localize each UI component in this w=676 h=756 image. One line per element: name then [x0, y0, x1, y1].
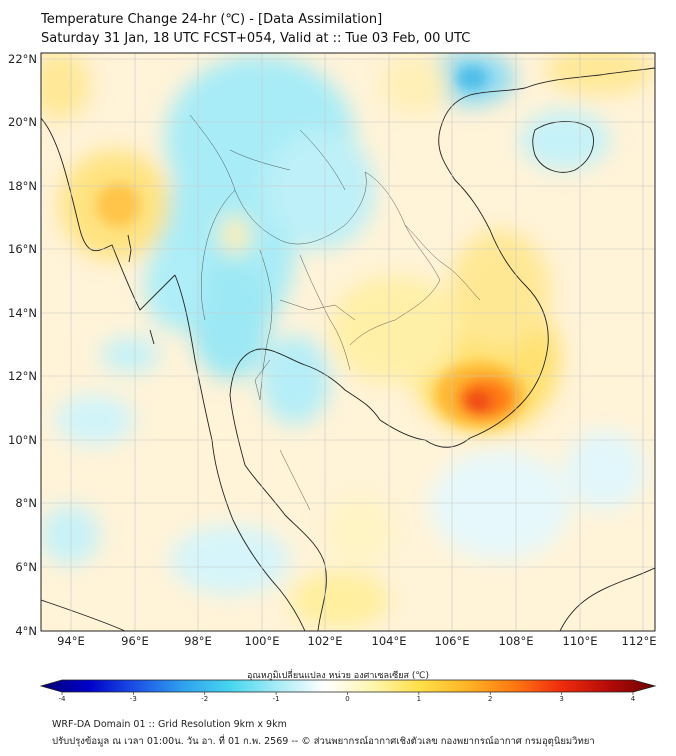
lon-label: 110°E: [563, 634, 598, 648]
colorbar-tick-label: 0: [345, 695, 349, 703]
map-frame: [40, 52, 656, 632]
admin-borders: [189, 114, 481, 511]
lon-label: 106°E: [435, 634, 470, 648]
lon-label: 102°E: [308, 634, 343, 648]
colorbar-tick-label: 4: [631, 695, 636, 703]
colorbar-tick-label: -1: [273, 695, 280, 703]
lon-label: 112°E: [622, 634, 657, 648]
lat-label: 6°N: [15, 560, 37, 574]
lat-label: 22°N: [8, 52, 37, 66]
temperature-field: [41, 53, 655, 631]
lat-label: 8°N: [15, 496, 37, 510]
colorbar-tick-label: -3: [130, 695, 137, 703]
lat-label: 14°N: [8, 306, 37, 320]
lat-label: 4°N: [15, 624, 37, 638]
map-title: Temperature Change 24-hr (℃) - [Data Ass…: [41, 12, 383, 27]
colorbar-label: อุณหภูมิเปลี่ยนแปลง หน่วย องศาเซลเซียส (…: [246, 671, 430, 681]
colorbar-tick-label: -4: [59, 695, 67, 703]
lat-label: 12°N: [8, 369, 37, 383]
lon-label: 94°E: [57, 634, 85, 648]
colorbar-tick-label: 2: [488, 695, 492, 703]
lon-label: 108°E: [499, 634, 534, 648]
lat-label: 18°N: [8, 179, 37, 193]
colorbar-tick-label: 1: [417, 695, 421, 703]
lat-label: 10°N: [8, 433, 37, 447]
lat-label: 20°N: [8, 115, 37, 129]
colorbar-ticks: -4 -3 -2 -1 0 1 2 3 4: [59, 692, 636, 703]
colorbar-tick-label: 3: [559, 695, 563, 703]
footer-credit: ปรับปรุงข้อมูล ณ เวลา 01:00น. วัน อา. ที…: [52, 736, 595, 747]
footer-domain-info: WRF-DA Domain 01 :: Grid Resolution 9km …: [52, 719, 287, 730]
colorbar-tick-label: -2: [201, 695, 208, 703]
lon-label: 104°E: [372, 634, 407, 648]
lat-label: 16°N: [8, 242, 37, 256]
lon-label: 100°E: [245, 634, 280, 648]
graticule: [41, 53, 655, 631]
map-subtitle: Saturday 31 Jan, 18 UTC FCST+054, Valid …: [41, 31, 471, 46]
lon-label: 98°E: [184, 634, 212, 648]
longitude-labels: 94°E 96°E 98°E 100°E 102°E 104°E 106°E 1…: [57, 634, 656, 648]
latitude-labels: 22°N 20°N 18°N 16°N 14°N 12°N 10°N 8°N 6…: [8, 52, 37, 638]
colorbar: -4 -3 -2 -1 0 1 2 3 4: [39, 679, 657, 703]
lon-label: 96°E: [121, 634, 149, 648]
